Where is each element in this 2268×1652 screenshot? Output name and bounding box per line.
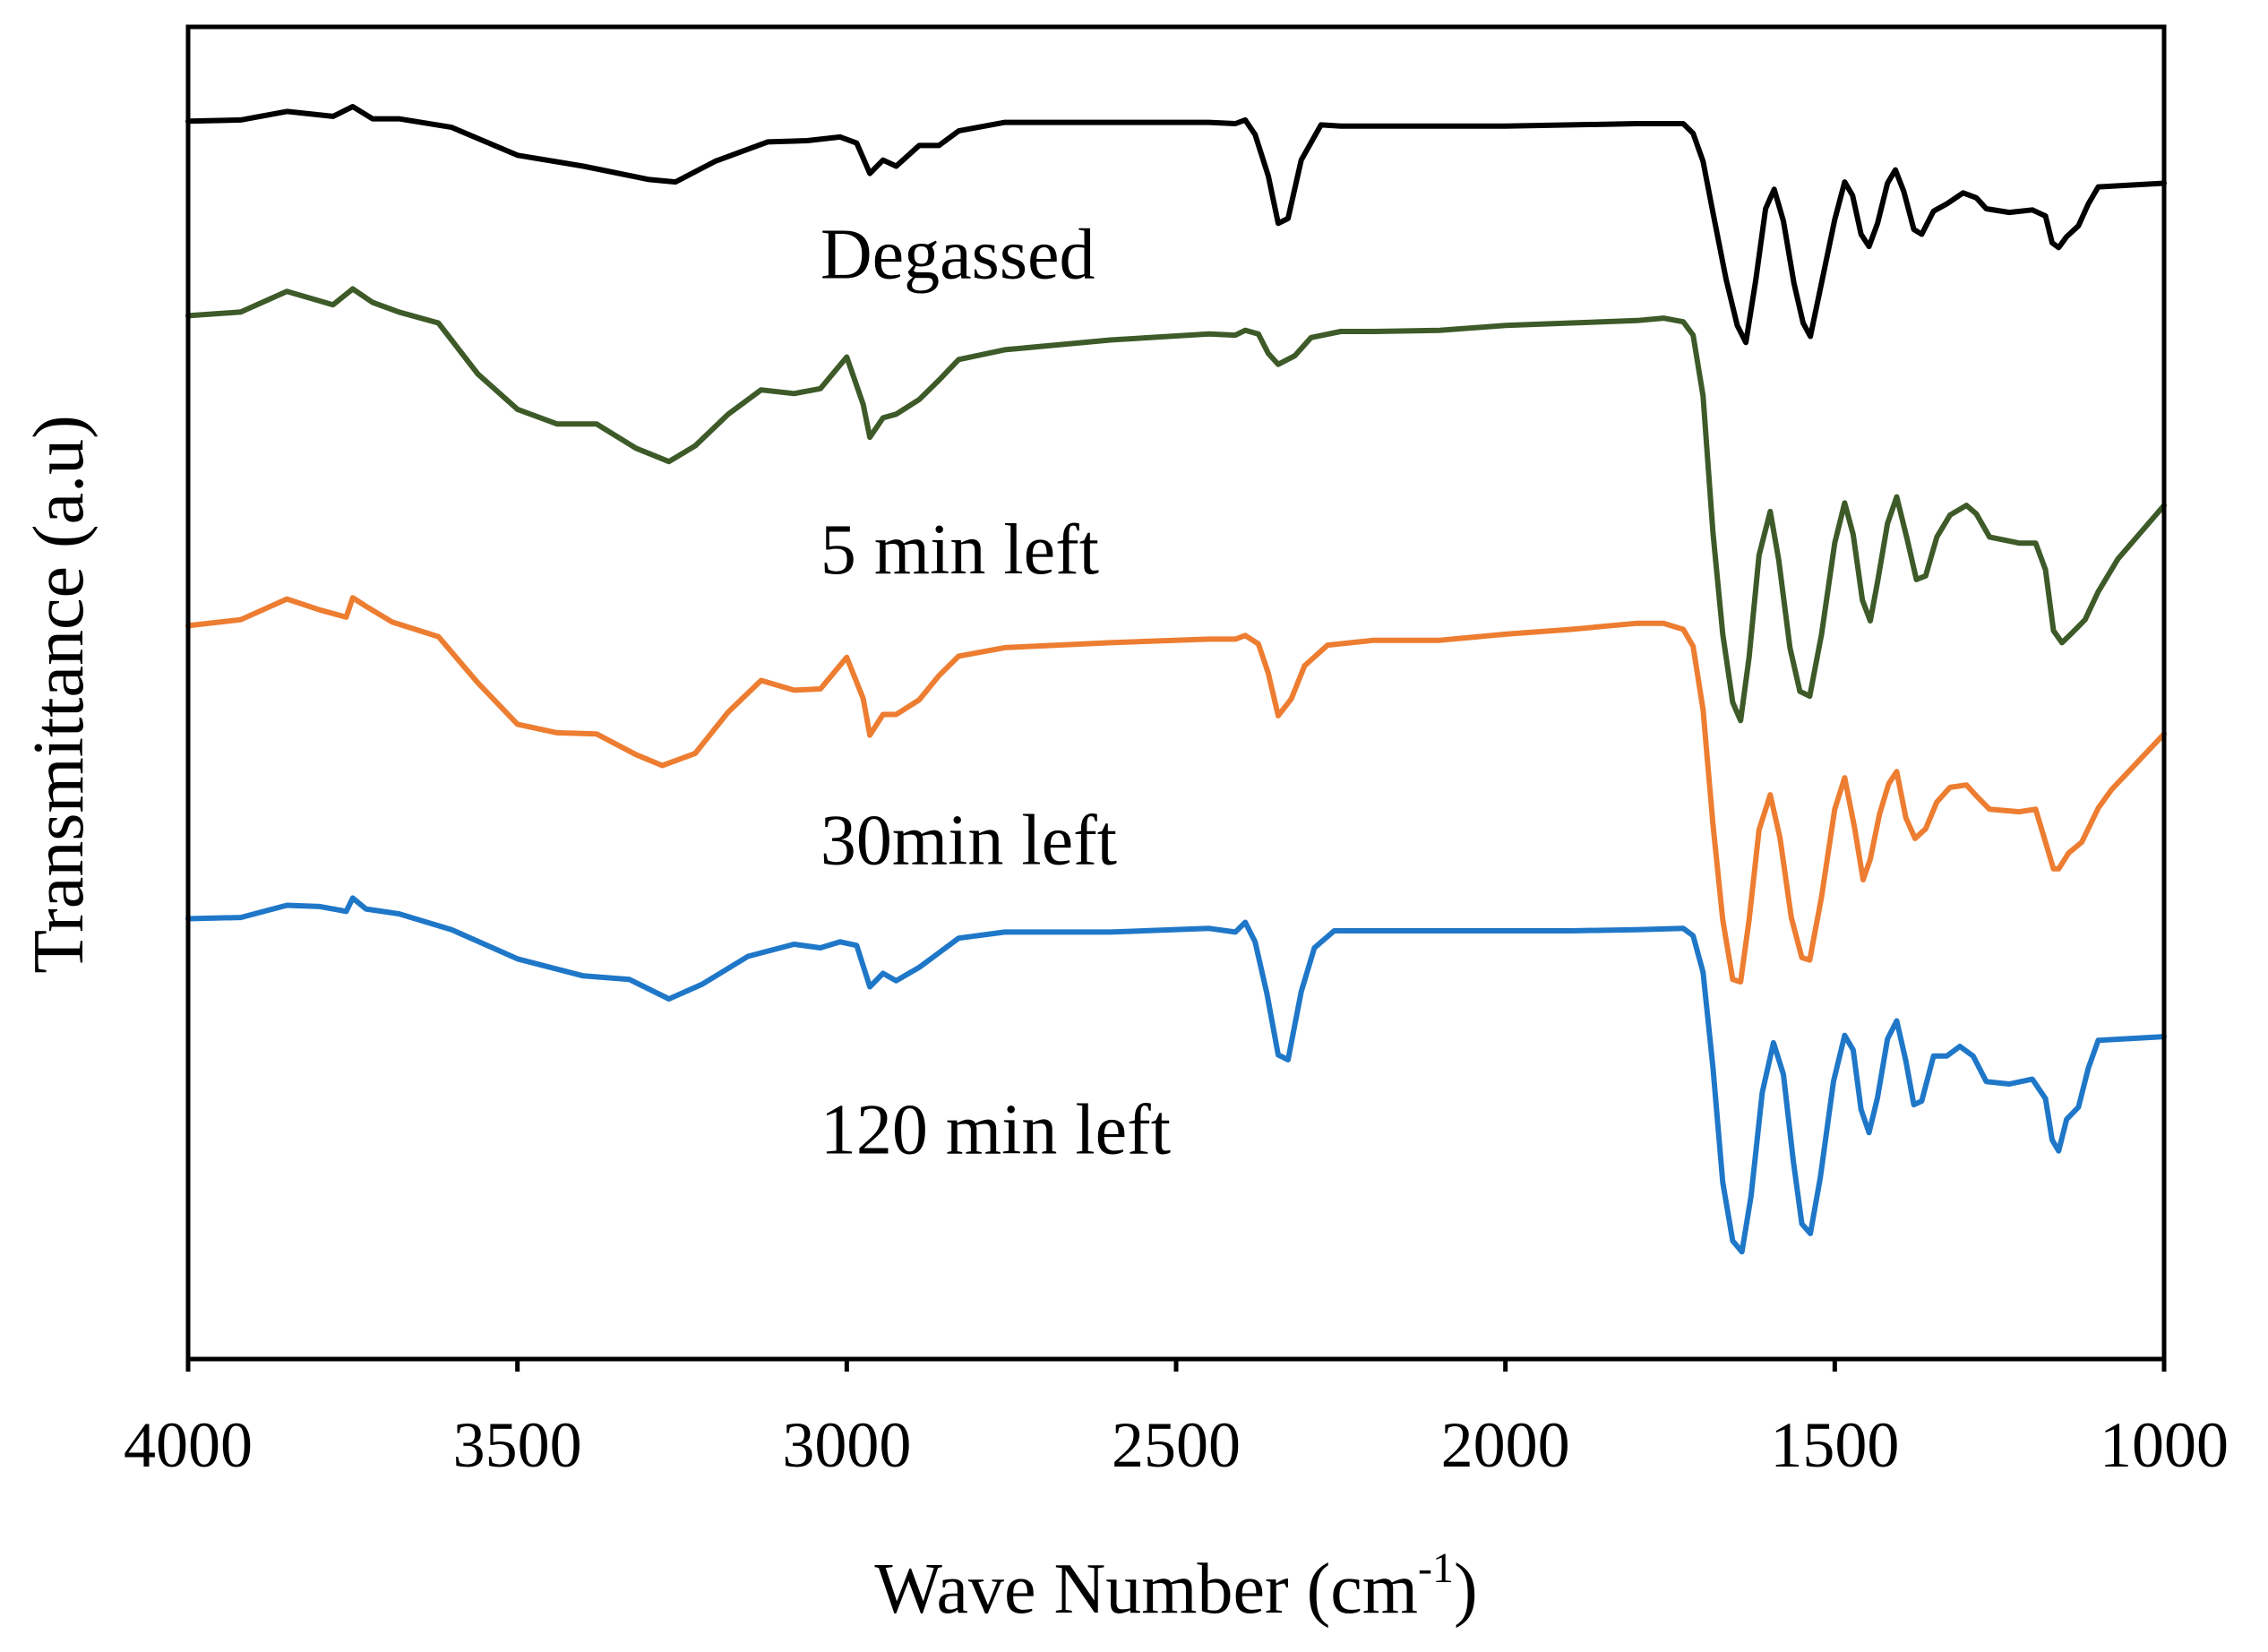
series-label-1: Degassed [820, 215, 1095, 294]
series-line-2 [185, 286, 2167, 724]
series-label-3: 30min left [820, 801, 1117, 880]
x-axis-title-superscript: -1 [1418, 1544, 1454, 1592]
y-axis-title: Transmittance (a.u) [20, 415, 99, 974]
x-axis-title-text: Wave Number (cm [874, 1550, 1418, 1629]
x-tick-label: 4000 [124, 1409, 253, 1481]
series-line-1 [185, 104, 2167, 346]
series-line-3 [185, 595, 2167, 985]
x-tick-label: 1500 [1770, 1409, 1899, 1481]
x-tick-label: 2000 [1441, 1409, 1570, 1481]
series-label-4: 120 min left [820, 1090, 1171, 1169]
x-tick-label: 1000 [2100, 1409, 2229, 1481]
series-line-4 [185, 895, 2167, 1255]
x-tick-label: 2500 [1112, 1409, 1241, 1481]
series-label-layer: Degassed 5 min left 30min left 120 min left [820, 215, 1171, 1169]
x-axis-ticks: 4000 3500 3000 2500 2000 1500 1000 [124, 1359, 2229, 1481]
x-tick-label: 3000 [782, 1409, 911, 1481]
series-label-2: 5 min left [820, 511, 1099, 589]
x-axis-title: Wave Number (cm-1) [874, 1544, 1477, 1629]
x-tick-label: 3500 [453, 1409, 582, 1481]
series-layer [185, 104, 2167, 1255]
x-axis-title-end: ) [1454, 1550, 1478, 1629]
